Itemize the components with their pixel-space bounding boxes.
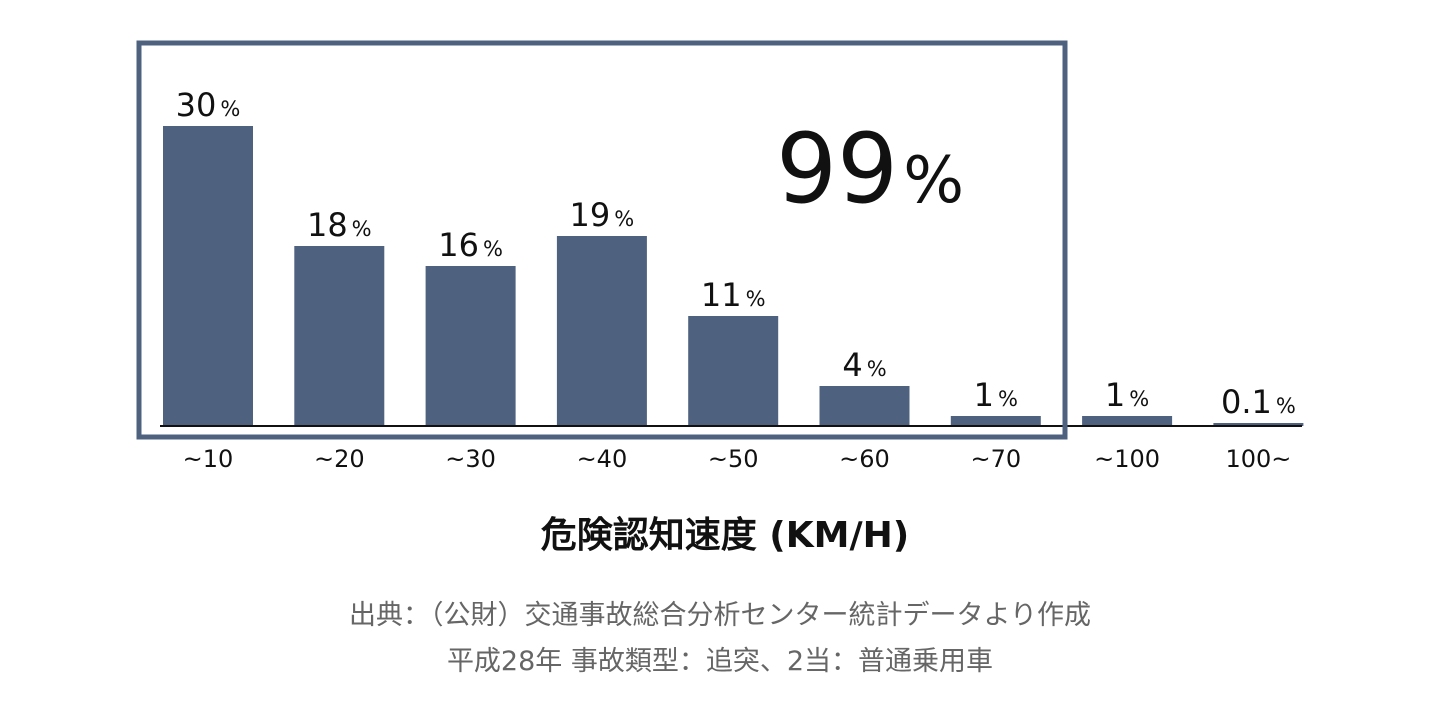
value-labels-layer: 30 %18% 16 %19 %11 %4 %1% 1% 0.1% (176, 86, 1296, 421)
highlight-value: 99 (776, 113, 898, 225)
bar-3 (425, 266, 516, 426)
value-label-unit: % (998, 387, 1018, 411)
value-label-unit: % (220, 97, 240, 121)
category-labels-layer: ~10 ~20 ~30 ~40 ~50 ~60 ~70 ~100 100~ (183, 445, 1292, 473)
value-label-number: 1 (974, 376, 994, 414)
category-label-1: ~10 (183, 445, 234, 473)
category-label-3: ~30 (445, 445, 496, 473)
category-label-6: ~60 (839, 445, 890, 473)
value-label-number: 0.1 (1221, 383, 1272, 421)
value-label-unit: % (1276, 394, 1296, 418)
bar-7 (950, 416, 1041, 426)
value-label-number: 19 (570, 196, 611, 234)
value-label-unit: % (1129, 387, 1149, 411)
bar-2 (294, 246, 385, 426)
source-line-1: 出典：（公財）交通事故総合分析センター統計データより作成 (349, 600, 1091, 631)
value-label-number: 4 (842, 346, 862, 384)
value-label-number: 1 (1105, 376, 1125, 414)
value-label-5: 11% (701, 276, 766, 314)
category-label-8: ~100 (1094, 445, 1160, 473)
bar-9 (1213, 423, 1304, 426)
bar-1 (163, 126, 253, 426)
category-label-4: ~40 (577, 445, 628, 473)
source-line-2: 平成28年 事故類型：追突、2当：普通乗用車 (447, 646, 993, 677)
value-label-number: 30 (176, 86, 217, 124)
value-label-unit: % (352, 217, 372, 241)
value-label-1: 30% (176, 86, 241, 124)
category-label-2: ~20 (314, 445, 365, 473)
bar-5 (688, 316, 779, 426)
bar-6 (819, 386, 910, 426)
highlight-box (136, 40, 1068, 440)
value-label-7: 1% (974, 376, 1018, 414)
value-label-9: 0.1% (1221, 383, 1296, 421)
value-label-6: 4% (842, 346, 886, 384)
bar-4 (556, 236, 647, 426)
value-label-number: 16 (438, 226, 479, 264)
category-label-9: 100~ (1225, 445, 1291, 473)
value-label-8: 1% (1105, 376, 1149, 414)
value-label-number: 11 (701, 276, 742, 314)
x-axis-title: 危険認知速度 (KM/H) (541, 515, 909, 556)
highlight-unit: % (903, 144, 964, 218)
value-label-4: 19% (570, 196, 635, 234)
category-label-7: ~70 (970, 445, 1021, 473)
value-label-unit: % (746, 287, 766, 311)
value-label-number: 18 (307, 206, 348, 244)
bars-layer (163, 126, 1304, 426)
value-label-2: 18% (307, 206, 372, 244)
value-label-3: 16% (438, 226, 503, 264)
bar-8 (1082, 416, 1173, 426)
value-label-unit: % (867, 357, 887, 381)
category-label-5: ~50 (708, 445, 759, 473)
highlight-percentage: 99 % (776, 113, 964, 225)
value-label-unit: % (483, 237, 503, 261)
value-label-unit: % (614, 207, 634, 231)
